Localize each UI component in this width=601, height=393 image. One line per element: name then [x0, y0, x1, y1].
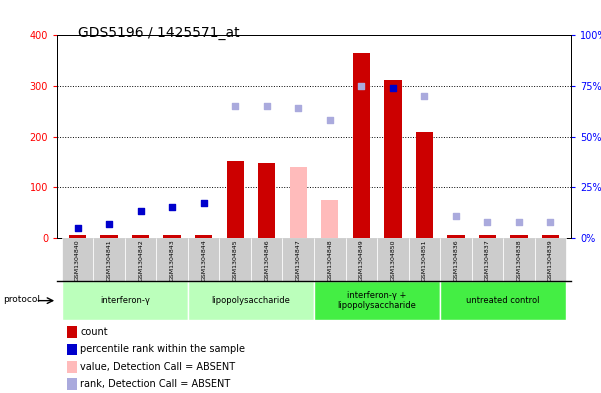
Text: GSM1304836: GSM1304836 — [453, 239, 459, 281]
Point — [546, 219, 555, 225]
Text: GSM1304849: GSM1304849 — [359, 239, 364, 281]
Text: GSM1304846: GSM1304846 — [264, 239, 269, 281]
Bar — [67, 378, 76, 390]
Point — [356, 83, 366, 89]
Text: GSM1304848: GSM1304848 — [328, 239, 332, 281]
Text: GSM1304839: GSM1304839 — [548, 239, 553, 281]
Point — [388, 85, 398, 91]
Bar — [440, 281, 566, 320]
Bar — [67, 361, 76, 373]
Bar — [290, 167, 307, 238]
Point — [167, 204, 177, 211]
Point — [199, 200, 209, 206]
Bar — [314, 281, 440, 320]
Bar — [125, 238, 156, 281]
Bar — [447, 235, 465, 238]
Bar — [535, 238, 566, 281]
Bar — [479, 235, 496, 238]
Bar — [163, 235, 181, 238]
Text: interferon-γ: interferon-γ — [100, 296, 150, 305]
Text: GSM1304851: GSM1304851 — [422, 239, 427, 281]
Bar — [314, 238, 346, 281]
Bar — [93, 238, 125, 281]
Text: GDS5196 / 1425571_at: GDS5196 / 1425571_at — [78, 26, 240, 40]
Point — [73, 224, 82, 231]
Bar — [132, 235, 149, 238]
Text: percentile rank within the sample: percentile rank within the sample — [80, 344, 245, 354]
Bar — [156, 238, 188, 281]
Bar — [195, 235, 212, 238]
Bar — [67, 326, 76, 338]
Bar — [219, 238, 251, 281]
Text: value, Detection Call = ABSENT: value, Detection Call = ABSENT — [80, 362, 236, 372]
Point — [262, 103, 272, 109]
Text: GSM1304841: GSM1304841 — [106, 239, 112, 281]
Bar — [100, 235, 118, 238]
Bar — [353, 53, 370, 238]
Text: GSM1304847: GSM1304847 — [296, 239, 300, 281]
Text: GSM1304845: GSM1304845 — [233, 239, 238, 281]
Bar — [377, 238, 409, 281]
Point — [105, 220, 114, 227]
Point — [419, 93, 429, 99]
Point — [325, 117, 335, 123]
Text: lipopolysaccharide: lipopolysaccharide — [212, 296, 290, 305]
Text: GSM1304842: GSM1304842 — [138, 239, 143, 281]
Text: GSM1304838: GSM1304838 — [516, 239, 522, 281]
Text: GSM1304844: GSM1304844 — [201, 239, 206, 281]
Bar — [384, 80, 401, 238]
Text: interferon-γ +
lipopolysaccharide: interferon-γ + lipopolysaccharide — [338, 291, 416, 310]
Text: GSM1304850: GSM1304850 — [390, 239, 395, 281]
Bar — [472, 238, 503, 281]
Bar — [258, 163, 275, 238]
Bar — [282, 238, 314, 281]
Text: GSM1304840: GSM1304840 — [75, 239, 80, 281]
Point — [136, 208, 145, 215]
Bar — [409, 238, 440, 281]
Point — [230, 103, 240, 109]
Text: protocol: protocol — [3, 296, 40, 304]
Point — [451, 212, 461, 219]
Text: count: count — [80, 327, 108, 337]
Bar — [227, 161, 244, 238]
Bar — [188, 238, 219, 281]
Bar — [510, 235, 528, 238]
Text: GSM1304837: GSM1304837 — [485, 239, 490, 281]
Bar — [67, 343, 76, 355]
Text: rank, Detection Call = ABSENT: rank, Detection Call = ABSENT — [80, 379, 230, 389]
Bar — [416, 132, 433, 238]
Bar — [440, 238, 472, 281]
Bar — [542, 235, 559, 238]
Bar — [188, 281, 314, 320]
Text: untreated control: untreated control — [466, 296, 540, 305]
Bar — [69, 235, 87, 238]
Point — [293, 105, 303, 111]
Text: GSM1304843: GSM1304843 — [169, 239, 175, 281]
Bar — [503, 238, 535, 281]
Point — [483, 219, 492, 225]
Point — [514, 219, 523, 225]
Bar — [321, 200, 338, 238]
Bar — [346, 238, 377, 281]
Bar — [62, 238, 93, 281]
Bar — [62, 281, 188, 320]
Bar — [251, 238, 282, 281]
